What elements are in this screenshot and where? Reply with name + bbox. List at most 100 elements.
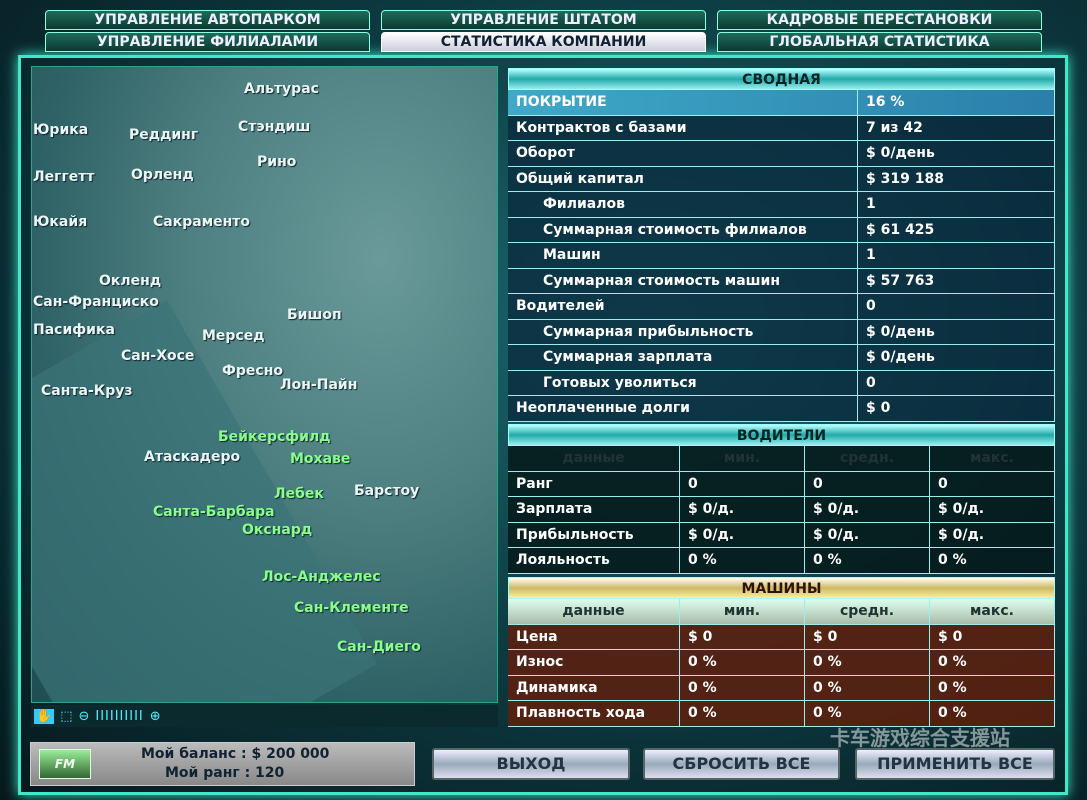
summary-row: Оборот $ 0/день bbox=[508, 141, 1055, 167]
summary-row: Общий капитал $ 319 188 bbox=[508, 166, 1055, 192]
machines-value: 0 % bbox=[805, 701, 930, 726]
rank-label: Мой ранг : 120 bbox=[165, 765, 285, 781]
city-label[interactable]: Сакраменто bbox=[153, 214, 251, 230]
city-label[interactable]: Сан-Хосе bbox=[121, 348, 195, 364]
tab-1[interactable]: УПРАВЛЕНИЕ ШТАТОМ bbox=[381, 10, 706, 30]
city-label[interactable]: Реддинг bbox=[129, 127, 199, 143]
drivers-value: 0 bbox=[805, 471, 930, 496]
drivers-value: $ 0/д. bbox=[805, 522, 930, 547]
summary-value: $ 0 bbox=[858, 396, 1055, 421]
summary-row: Контрактов с базами 7 из 42 bbox=[508, 115, 1055, 141]
player-info-panel: FM Мой баланс : $ 200 000 Мой ранг : 120 bbox=[30, 742, 415, 786]
summary-label: Общий капитал bbox=[508, 166, 858, 191]
city-label[interactable]: Бишоп bbox=[287, 307, 342, 323]
summary-label: Готовых уволиться bbox=[508, 370, 858, 395]
summary-value: $ 0/день bbox=[858, 345, 1055, 370]
city-label[interactable]: Окснард bbox=[242, 522, 313, 538]
drivers-label: Прибыльность bbox=[508, 522, 680, 547]
zoom-slider[interactable]: IIIIIIIIII bbox=[95, 708, 144, 724]
drivers-value: $ 0/д. bbox=[805, 497, 930, 522]
summary-value: $ 0/день bbox=[858, 141, 1055, 166]
summary-label: Оборот bbox=[508, 141, 858, 166]
machines-column-2: средн. bbox=[805, 599, 930, 624]
machines-column-header: данные мин. средн. макс. bbox=[508, 599, 1055, 625]
city-label[interactable]: Сан-Клементе bbox=[294, 600, 409, 616]
city-label[interactable]: Юрика bbox=[33, 122, 89, 138]
summary-row: Суммарная зарплата $ 0/день bbox=[508, 345, 1055, 371]
summary-row: Суммарная стоимость машин $ 57 763 bbox=[508, 268, 1055, 294]
city-label[interactable]: Юкайя bbox=[33, 214, 88, 230]
machines-value: $ 0 bbox=[805, 624, 930, 649]
zoom-out-icon[interactable]: ⊖ bbox=[78, 708, 90, 724]
summary-label: ПОКРЫТИЕ bbox=[508, 90, 858, 115]
company-logo[interactable]: FM bbox=[39, 749, 91, 779]
summary-row: Готовых уволиться 0 bbox=[508, 370, 1055, 396]
balance-label: Мой баланс : $ 200 000 bbox=[141, 746, 330, 762]
city-label[interactable]: Барстоу bbox=[354, 483, 420, 499]
machines-column-0: данные bbox=[508, 599, 680, 624]
city-label[interactable]: Мохаве bbox=[290, 451, 351, 467]
city-label[interactable]: Фресно bbox=[222, 363, 283, 379]
city-label[interactable]: Рино bbox=[257, 154, 297, 170]
city-label[interactable]: Атаскадеро bbox=[144, 449, 241, 465]
summary-value: $ 319 188 bbox=[858, 166, 1055, 191]
city-label[interactable]: Окленд bbox=[99, 273, 162, 289]
machines-value: 0 % bbox=[805, 675, 930, 700]
drivers-column-2: средн. bbox=[805, 446, 930, 471]
machines-row: Цена $ 0 $ 0 $ 0 bbox=[508, 624, 1055, 650]
city-label[interactable]: Бейкерсфилд bbox=[218, 429, 331, 445]
city-label[interactable]: Пасифика bbox=[33, 322, 115, 338]
drivers-label: Лояльность bbox=[508, 548, 680, 573]
tab-2[interactable]: КАДРОВЫЕ ПЕРЕСТАНОВКИ bbox=[717, 10, 1042, 30]
machines-row: Износ 0 % 0 % 0 % bbox=[508, 650, 1055, 676]
city-label[interactable]: Лон-Пайн bbox=[280, 377, 358, 393]
summary-row: Машин 1 bbox=[508, 243, 1055, 269]
city-label[interactable]: Лос-Анджелес bbox=[262, 569, 381, 585]
apply-all-button[interactable]: ПРИМЕНИТЬ ВСЕ bbox=[855, 748, 1055, 780]
summary-value: 0 bbox=[858, 370, 1055, 395]
city-label[interactable]: Альтурас bbox=[244, 81, 319, 97]
hand-icon[interactable]: ✋ bbox=[34, 708, 55, 724]
exit-button[interactable]: ВЫХОД bbox=[432, 748, 630, 780]
tab-3[interactable]: УПРАВЛЕНИЕ ФИЛИАЛАМИ bbox=[45, 32, 370, 52]
machines-value: $ 0 bbox=[930, 624, 1055, 649]
drivers-row: Ранг 0 0 0 bbox=[508, 471, 1055, 497]
drivers-value: 0 % bbox=[805, 548, 930, 573]
city-label[interactable]: Леггетт bbox=[33, 169, 95, 185]
machines-row: Динамика 0 % 0 % 0 % bbox=[508, 675, 1055, 701]
city-label[interactable]: Сан-Франциско bbox=[33, 294, 159, 310]
tab-5[interactable]: ГЛОБАЛЬНАЯ СТАТИСТИКА bbox=[717, 32, 1042, 52]
city-label[interactable]: Орленд bbox=[131, 167, 194, 183]
machines-value: 0 % bbox=[930, 701, 1055, 726]
city-label[interactable]: Санта-Круз bbox=[41, 383, 133, 399]
zoom-in-icon[interactable]: ⊕ bbox=[149, 708, 161, 724]
summary-row: Водителей 0 bbox=[508, 294, 1055, 320]
select-icon[interactable]: ⬚ bbox=[60, 708, 73, 724]
city-label[interactable]: Лебек bbox=[274, 486, 324, 502]
tab-0[interactable]: УПРАВЛЕНИЕ АВТОПАРКОМ bbox=[45, 10, 370, 30]
summary-value: $ 0/день bbox=[858, 319, 1055, 344]
machines-label: Износ bbox=[508, 650, 680, 675]
drivers-table: ВОДИТЕЛИ данные мин. средн. макс. Ранг 0 0 0 Зар… bbox=[508, 424, 1055, 574]
summary-row: Суммарная прибыльность $ 0/день bbox=[508, 319, 1055, 345]
drivers-value: $ 0/д. bbox=[930, 522, 1055, 547]
drivers-column-header: данные мин. средн. макс. bbox=[508, 446, 1055, 472]
reset-all-button[interactable]: СБРОСИТЬ ВСЕ bbox=[643, 748, 840, 780]
drivers-value: 0 bbox=[930, 471, 1055, 496]
summary-label: Суммарная зарплата bbox=[508, 345, 858, 370]
machines-column-3: макс. bbox=[930, 599, 1055, 624]
machines-value: 0 % bbox=[680, 701, 805, 726]
machines-header: МАШИНЫ bbox=[508, 577, 1055, 599]
drivers-row: Прибыльность $ 0/д. $ 0/д. $ 0/д. bbox=[508, 522, 1055, 548]
map-view[interactable]: Альтурас Юрика Реддинг Стэндиш Рино Орленд Лег… bbox=[31, 66, 498, 703]
machines-value: 0 % bbox=[930, 650, 1055, 675]
watermark: 卡车游戏综合支援站 bbox=[830, 726, 1010, 750]
city-label[interactable]: Санта-Барбара bbox=[153, 504, 275, 520]
city-label[interactable]: Мерсед bbox=[202, 328, 265, 344]
window-frame bbox=[18, 55, 1068, 795]
city-label[interactable]: Стэндиш bbox=[238, 119, 311, 135]
machines-value: 0 % bbox=[805, 650, 930, 675]
machines-value: 0 % bbox=[680, 650, 805, 675]
tab-4[interactable]: СТАТИСТИКА КОМПАНИИ bbox=[381, 32, 706, 52]
city-label[interactable]: Сан-Диего bbox=[337, 639, 421, 655]
